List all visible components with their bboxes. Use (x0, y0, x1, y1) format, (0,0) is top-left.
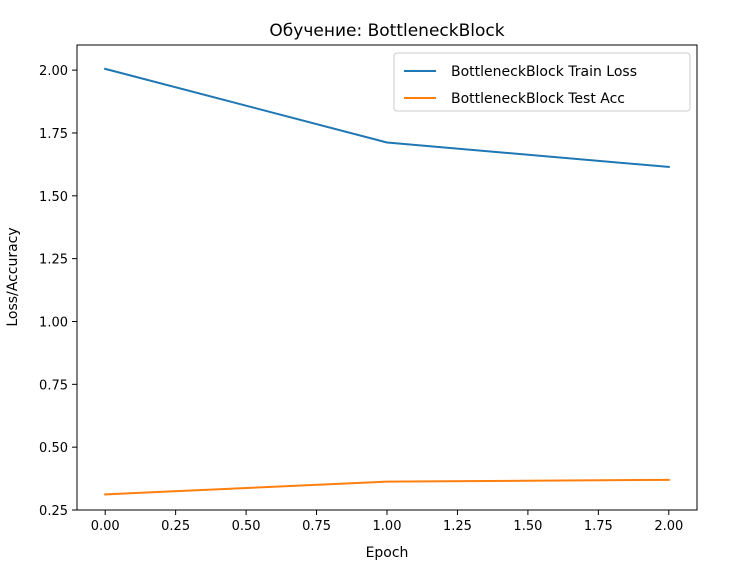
y-axis-label: Loss/Accuracy (5, 227, 21, 326)
y-tick-label: 0.75 (39, 378, 68, 393)
legend-label-1: BottleneckBlock Test Acc (451, 91, 625, 107)
x-axis-ticks: 0.00 0.25 0.50 0.75 1.00 1.25 1.50 1.75 2.00 (91, 510, 683, 534)
series-line-0 (103, 67, 670, 168)
series-line-1 (104, 478, 670, 496)
series-lines (103, 67, 670, 496)
legend-box (393, 52, 691, 112)
x-tick-label: 2.00 (654, 519, 683, 534)
legend-label-0: BottleneckBlock Train Loss (451, 64, 637, 80)
x-tick-label: 0.00 (91, 519, 120, 534)
y-tick-label: 1.00 (39, 315, 68, 330)
x-tick-label: 0.75 (302, 519, 331, 534)
legend: BottleneckBlock Train Loss BottleneckBloc… (393, 52, 691, 112)
x-tick-label: 1.75 (584, 519, 613, 534)
plot-area (76, 44, 698, 511)
chart-title: Обучение: BottleneckBlock (269, 21, 504, 41)
y-tick-label: 0.50 (39, 441, 68, 456)
x-tick-label: 0.25 (161, 519, 190, 534)
x-axis-label: Epoch (366, 545, 409, 561)
x-tick-label: 1.00 (373, 519, 402, 534)
x-tick-label: 1.50 (513, 519, 542, 534)
x-tick-label: 1.25 (443, 519, 472, 534)
y-tick-label: 1.25 (39, 253, 68, 268)
y-tick-label: 0.25 (39, 504, 68, 519)
x-tick-label: 0.50 (232, 519, 261, 534)
y-axis-ticks: 0.25 0.50 0.75 1.00 1.25 1.50 1.75 2.00 (39, 64, 77, 519)
y-tick-label: 1.50 (39, 190, 68, 205)
y-tick-label: 1.75 (39, 127, 68, 142)
y-tick-label: 2.00 (39, 64, 68, 79)
